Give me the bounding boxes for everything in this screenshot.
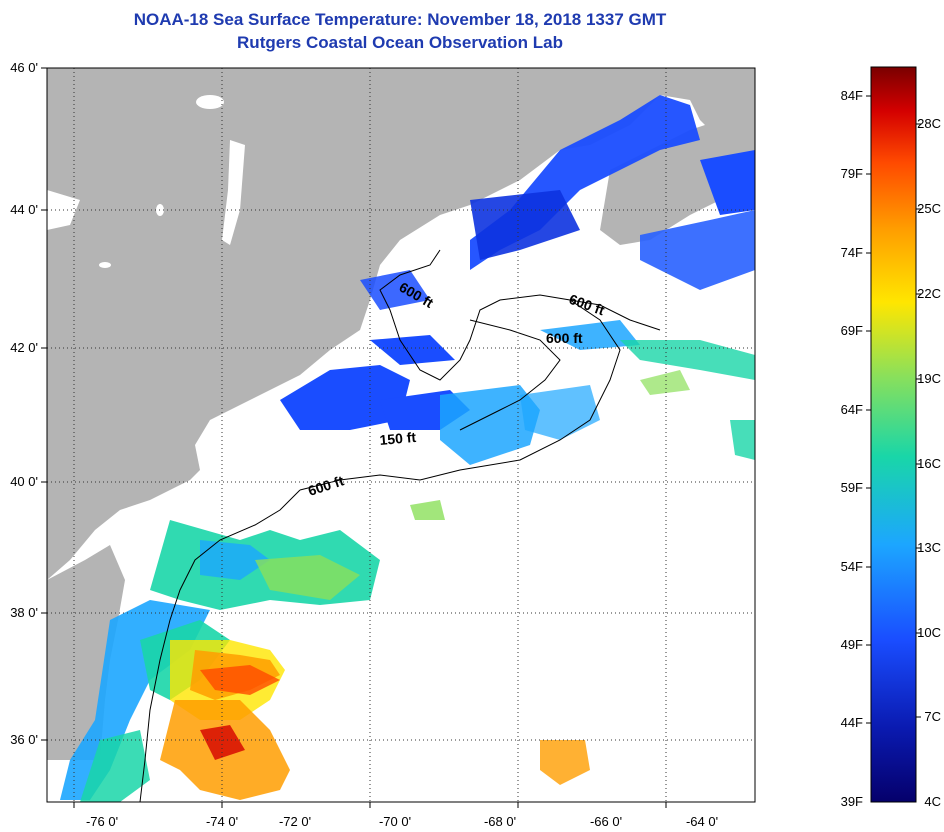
map-subtitle: Rutgers Coastal Ocean Observation Lab: [237, 33, 563, 52]
colorbar-c-label: 13C: [917, 540, 941, 555]
colorbar-c-label: 16C: [917, 456, 941, 471]
colorbar-f-label: 74F: [841, 245, 863, 260]
fahrenheit-labels: 84F 79F 74F 69F 64F 59F 54F 49F 44F 39F: [841, 88, 863, 809]
color-bar: 84F 79F 74F 69F 64F 59F 54F 49F 44F 39F …: [841, 66, 941, 809]
latitude-labels: 46 0' 44 0' 42 0' 40 0' 38 0' 36 0': [10, 60, 38, 747]
color-bar-ticks: [866, 95, 921, 724]
lon-label: -66 0': [590, 814, 622, 829]
land-chesapeake: [47, 545, 125, 760]
lake: [99, 262, 111, 268]
lat-label: 46 0': [10, 60, 38, 75]
lon-label: -70 0': [379, 814, 411, 829]
lon-label: -76 0': [86, 814, 118, 829]
lake-champlain: [222, 140, 245, 245]
colorbar-c-label: 25C: [917, 201, 941, 216]
lon-label: -72 0': [279, 814, 311, 829]
colorbar-c-label: 28C: [917, 116, 941, 131]
longitude-labels: -76 0' -74 0' -72 0' -70 0' -68 0' -66 0…: [86, 814, 718, 829]
colorbar-f-label: 44F: [841, 715, 863, 730]
lat-label: 36 0': [10, 732, 38, 747]
color-bar-gradient: [870, 66, 917, 803]
lat-label: 38 0': [10, 605, 38, 620]
colorbar-f-label: 39F: [841, 794, 863, 809]
sst-patches: [60, 95, 755, 802]
colorbar-c-label: 10C: [917, 625, 941, 640]
celsius-labels: 28C 25C 22C 19C 16C 13C 10C 7C 4C: [917, 116, 941, 809]
colorbar-f-label: 59F: [841, 480, 863, 495]
map-title-block: NOAA-18 Sea Surface Temperature: Novembe…: [0, 8, 800, 54]
colorbar-f-label: 64F: [841, 402, 863, 417]
isobath-label: 600 ft: [546, 330, 583, 346]
colorbar-f-label: 54F: [841, 559, 863, 574]
lat-label: 42 0': [10, 340, 38, 355]
land-north-america: [47, 68, 755, 580]
colorbar-f-label: 84F: [841, 88, 863, 103]
lon-label: -68 0': [484, 814, 516, 829]
lat-label: 44 0': [10, 202, 38, 217]
lat-label: 40 0': [10, 474, 38, 489]
isobath-label: 150 ft: [379, 429, 417, 448]
colorbar-c-label: 22C: [917, 286, 941, 301]
map-frame: [46, 67, 756, 803]
map-title: NOAA-18 Sea Surface Temperature: Novembe…: [133, 10, 667, 29]
map-layers: [47, 68, 755, 802]
colorbar-c-label: 7C: [924, 709, 941, 724]
colorbar-f-label: 49F: [841, 637, 863, 652]
axis-ticks: [41, 67, 667, 808]
isobaths: [139, 249, 661, 802]
colorbar-f-label: 79F: [841, 166, 863, 181]
lake: [196, 95, 224, 109]
colorbar-c-label: 4C: [924, 794, 941, 809]
colorbar-c-label: 19C: [917, 371, 941, 386]
lon-label: -64 0': [686, 814, 718, 829]
lon-label: -74 0': [206, 814, 238, 829]
land-nova-scotia: [600, 105, 755, 245]
colorbar-f-label: 69F: [841, 323, 863, 338]
